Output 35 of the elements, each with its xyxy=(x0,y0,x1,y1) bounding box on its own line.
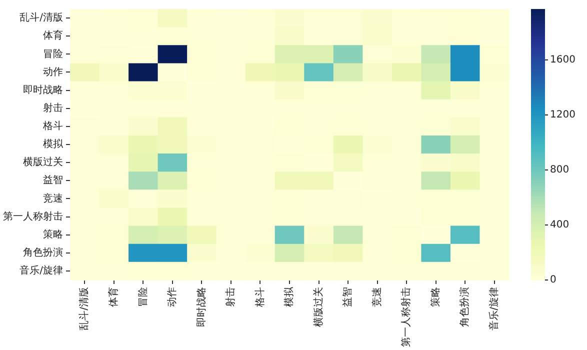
x-tick-label: 射击 xyxy=(224,287,237,307)
y-tick-label: 体育 xyxy=(43,30,63,42)
x-tick-label: 音乐/旋律 xyxy=(488,287,500,330)
y-tick-label: 动作 xyxy=(43,66,63,78)
y-tick-label: 模拟 xyxy=(43,138,64,150)
y-tick-label: 射击 xyxy=(43,102,63,114)
x-tick-label: 竞速 xyxy=(370,287,383,307)
y-tick-label: 横版过关 xyxy=(23,156,63,168)
x-tick-label: 益智 xyxy=(342,287,354,307)
x-tick-label: 乱斗/清版 xyxy=(78,287,90,330)
color-bar-label: 0 xyxy=(550,274,556,286)
y-tick-label: 第一人称射击 xyxy=(3,210,63,222)
x-tick-label: 动作 xyxy=(167,287,178,307)
x-tick-label: 即时战略 xyxy=(195,287,208,327)
color-bar-label: 1200 xyxy=(550,110,576,121)
y-tick-label: 即时战略 xyxy=(23,84,63,96)
x-tick-label: 横版过关 xyxy=(312,287,324,327)
color-bar-label: 800 xyxy=(550,164,570,176)
y-tick-label: 冒险 xyxy=(43,48,63,60)
y-tick-label: 角色扮演 xyxy=(23,246,63,258)
x-tick-label: 策略 xyxy=(429,287,442,307)
y-tick-label: 格斗 xyxy=(42,120,63,132)
x-tick-label: 体育 xyxy=(107,287,120,307)
y-tick-label: 竞速 xyxy=(43,192,63,204)
x-tick-label: 冒险 xyxy=(136,287,149,307)
x-tick-label: 模拟 xyxy=(283,286,296,307)
x-tick-label: 格斗 xyxy=(254,287,266,308)
x-tick-label: 第一人称射击 xyxy=(400,287,412,347)
y-tick-label: 策略 xyxy=(43,228,63,240)
y-tick-label: 益智 xyxy=(43,174,63,186)
color-bar-label: 1600 xyxy=(550,54,576,66)
y-tick-label: 乱斗/清版 xyxy=(20,12,63,24)
y-tick-label: 音乐/旋律 xyxy=(20,264,63,277)
color-bar-label: 400 xyxy=(550,220,570,231)
x-tick-label: 角色扮演 xyxy=(458,287,471,327)
